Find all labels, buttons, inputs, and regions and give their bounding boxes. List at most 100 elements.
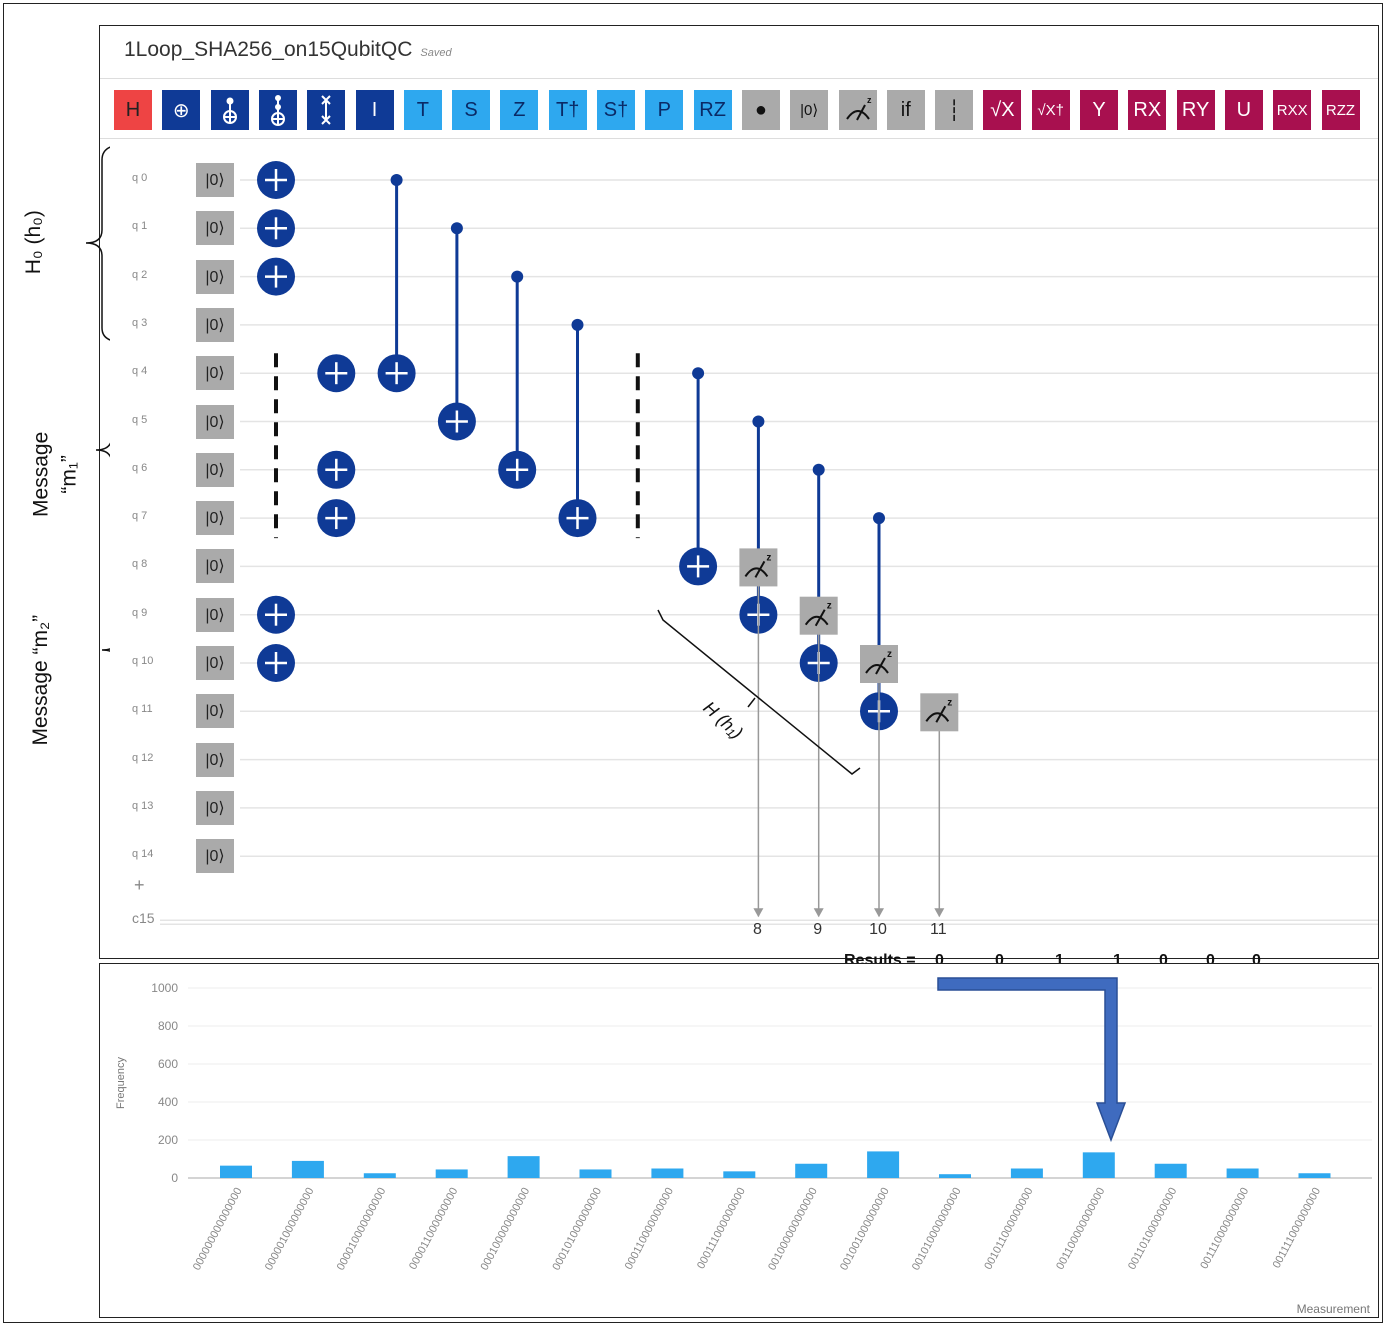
add-qubit-button[interactable]: + — [134, 875, 145, 896]
histogram-bar[interactable] — [435, 1169, 468, 1178]
control-dot-icon[interactable]: ● — [741, 90, 780, 130]
histogram-bar[interactable] — [1082, 1152, 1115, 1178]
phase-gate-icon[interactable]: P — [645, 90, 684, 130]
s-gate-icon[interactable]: S — [452, 90, 491, 130]
x-gate[interactable] — [437, 402, 476, 441]
y-gate-icon[interactable]: Y — [1080, 90, 1118, 130]
t-gate-icon[interactable]: T — [403, 90, 442, 130]
barrier-icon[interactable]: ┆ — [935, 90, 974, 130]
init-state-box[interactable]: |0⟩ — [196, 646, 234, 680]
rzz-gate-icon[interactable]: RZZ — [1321, 90, 1360, 130]
toolbar-label: RY — [1181, 98, 1210, 121]
measure-gate[interactable]: z — [739, 548, 778, 918]
sqrt-x-gate-icon[interactable]: √X — [983, 90, 1022, 130]
init-state-box[interactable]: |0⟩ — [196, 501, 234, 536]
conditional-icon[interactable]: if — [886, 90, 925, 130]
init-state-box[interactable]: |0⟩ — [196, 452, 234, 487]
cnot-gate-icon[interactable]: ⊕ — [162, 90, 201, 130]
init-state-box[interactable]: |0⟩ — [196, 163, 234, 197]
x-gate[interactable] — [317, 354, 356, 393]
m2-label: Message “m₂” — [28, 614, 52, 746]
rxx-gate-icon[interactable]: RXX — [1273, 90, 1312, 130]
controlled-not-icon[interactable] — [210, 90, 249, 130]
init-state-box[interactable]: |0⟩ — [196, 307, 234, 342]
histogram-bar[interactable] — [220, 1165, 252, 1178]
init-state-box[interactable]: |0⟩ — [196, 839, 234, 874]
ry-gate-icon[interactable]: RY — [1176, 90, 1215, 130]
toolbar-label: P — [657, 98, 671, 121]
u-gate-icon[interactable]: U — [1224, 90, 1263, 130]
tdg-gate-icon[interactable]: T† — [548, 90, 587, 130]
histogram-bar[interactable] — [507, 1156, 540, 1178]
x-gate[interactable] — [377, 354, 416, 393]
rz-gate-icon[interactable]: RZ — [693, 90, 732, 130]
y-tick-label: 1000 — [151, 981, 178, 995]
histogram-bar[interactable] — [1010, 1168, 1043, 1179]
classical-bit-label: 11 — [929, 921, 947, 939]
qubit-label: q 12 — [132, 751, 154, 764]
cnot-gate[interactable] — [377, 174, 416, 393]
circuit-title[interactable]: 1Loop_SHA256_on15QubitQC Saved — [124, 38, 452, 62]
histogram-bar[interactable] — [363, 1173, 396, 1178]
histogram-bar[interactable] — [1154, 1163, 1187, 1178]
toolbar-label: S† — [603, 98, 629, 121]
result-bit: 0 — [1159, 952, 1168, 969]
histogram-bar[interactable] — [939, 1174, 971, 1178]
h0-brace — [85, 146, 110, 341]
histogram-bar[interactable] — [291, 1160, 324, 1178]
measure-gate[interactable]: z — [860, 645, 898, 918]
x-gate[interactable] — [257, 257, 295, 296]
qubit-label: q 1 — [132, 220, 148, 233]
histogram-bar[interactable] — [867, 1151, 900, 1178]
toolbar-label: if — [900, 98, 911, 121]
x-gate[interactable] — [498, 450, 537, 489]
qubit-label: q 8 — [132, 558, 148, 571]
x-tick-label: 001110000000000 — [1198, 1186, 1251, 1271]
reset-icon[interactable]: |0⟩ — [790, 90, 829, 130]
toolbar-label: RX — [1133, 98, 1162, 121]
swap-gate-icon[interactable] — [307, 90, 346, 130]
x-gate[interactable] — [317, 499, 356, 538]
x-gate[interactable] — [257, 644, 295, 682]
histogram-bar[interactable] — [795, 1163, 828, 1178]
histogram-bar[interactable] — [651, 1168, 684, 1179]
cnot-gate[interactable] — [498, 270, 537, 489]
toffoli-gate-icon[interactable] — [258, 90, 297, 130]
toolbar-label: T — [416, 98, 429, 121]
measure-z-icon[interactable]: z — [838, 90, 877, 130]
init-state-box[interactable]: |0⟩ — [196, 356, 234, 391]
cnot-gate[interactable] — [558, 318, 597, 538]
init-state-box[interactable]: |0⟩ — [196, 259, 234, 294]
x-gate[interactable] — [317, 450, 356, 489]
init-state-box[interactable]: |0⟩ — [196, 790, 234, 825]
identity-gate-icon[interactable]: I — [355, 90, 394, 130]
histogram-bar[interactable] — [1298, 1173, 1331, 1178]
sqrt-xdg-gate-icon[interactable]: √X† — [1031, 90, 1070, 130]
x-gate[interactable] — [257, 209, 295, 248]
init-state-box[interactable]: |0⟩ — [196, 549, 234, 584]
x-gate[interactable] — [257, 161, 295, 199]
init-state-box[interactable]: |0⟩ — [196, 742, 234, 777]
qubit-label: q 13 — [132, 799, 154, 812]
circuit-canvas: z z z z — [160, 161, 1378, 925]
y-tick-label: 600 — [158, 1057, 178, 1071]
rx-gate-icon[interactable]: RX — [1128, 90, 1167, 130]
x-gate[interactable] — [558, 499, 597, 538]
init-state-box[interactable]: |0⟩ — [196, 404, 234, 439]
measure-gate[interactable]: z — [799, 596, 838, 918]
h-gate-icon[interactable]: H — [114, 90, 152, 130]
sdg-gate-icon[interactable]: S† — [597, 90, 635, 130]
x-gate[interactable] — [257, 595, 295, 634]
init-state-box[interactable]: |0⟩ — [196, 694, 234, 729]
x-gate[interactable] — [679, 547, 718, 586]
cnot-gate[interactable] — [679, 367, 718, 586]
cnot-gate[interactable] — [437, 222, 476, 441]
histogram-bar[interactable] — [579, 1169, 612, 1178]
z-gate-icon[interactable]: Z — [500, 90, 539, 130]
histogram-bar[interactable] — [1226, 1168, 1259, 1179]
circuit-title-text[interactable]: 1Loop_SHA256_on15QubitQC — [124, 38, 413, 61]
histogram-bar[interactable] — [723, 1171, 756, 1178]
init-state-box[interactable]: |0⟩ — [196, 211, 234, 246]
init-state-box[interactable]: |0⟩ — [196, 597, 234, 632]
measure-gate[interactable]: z — [920, 693, 959, 918]
